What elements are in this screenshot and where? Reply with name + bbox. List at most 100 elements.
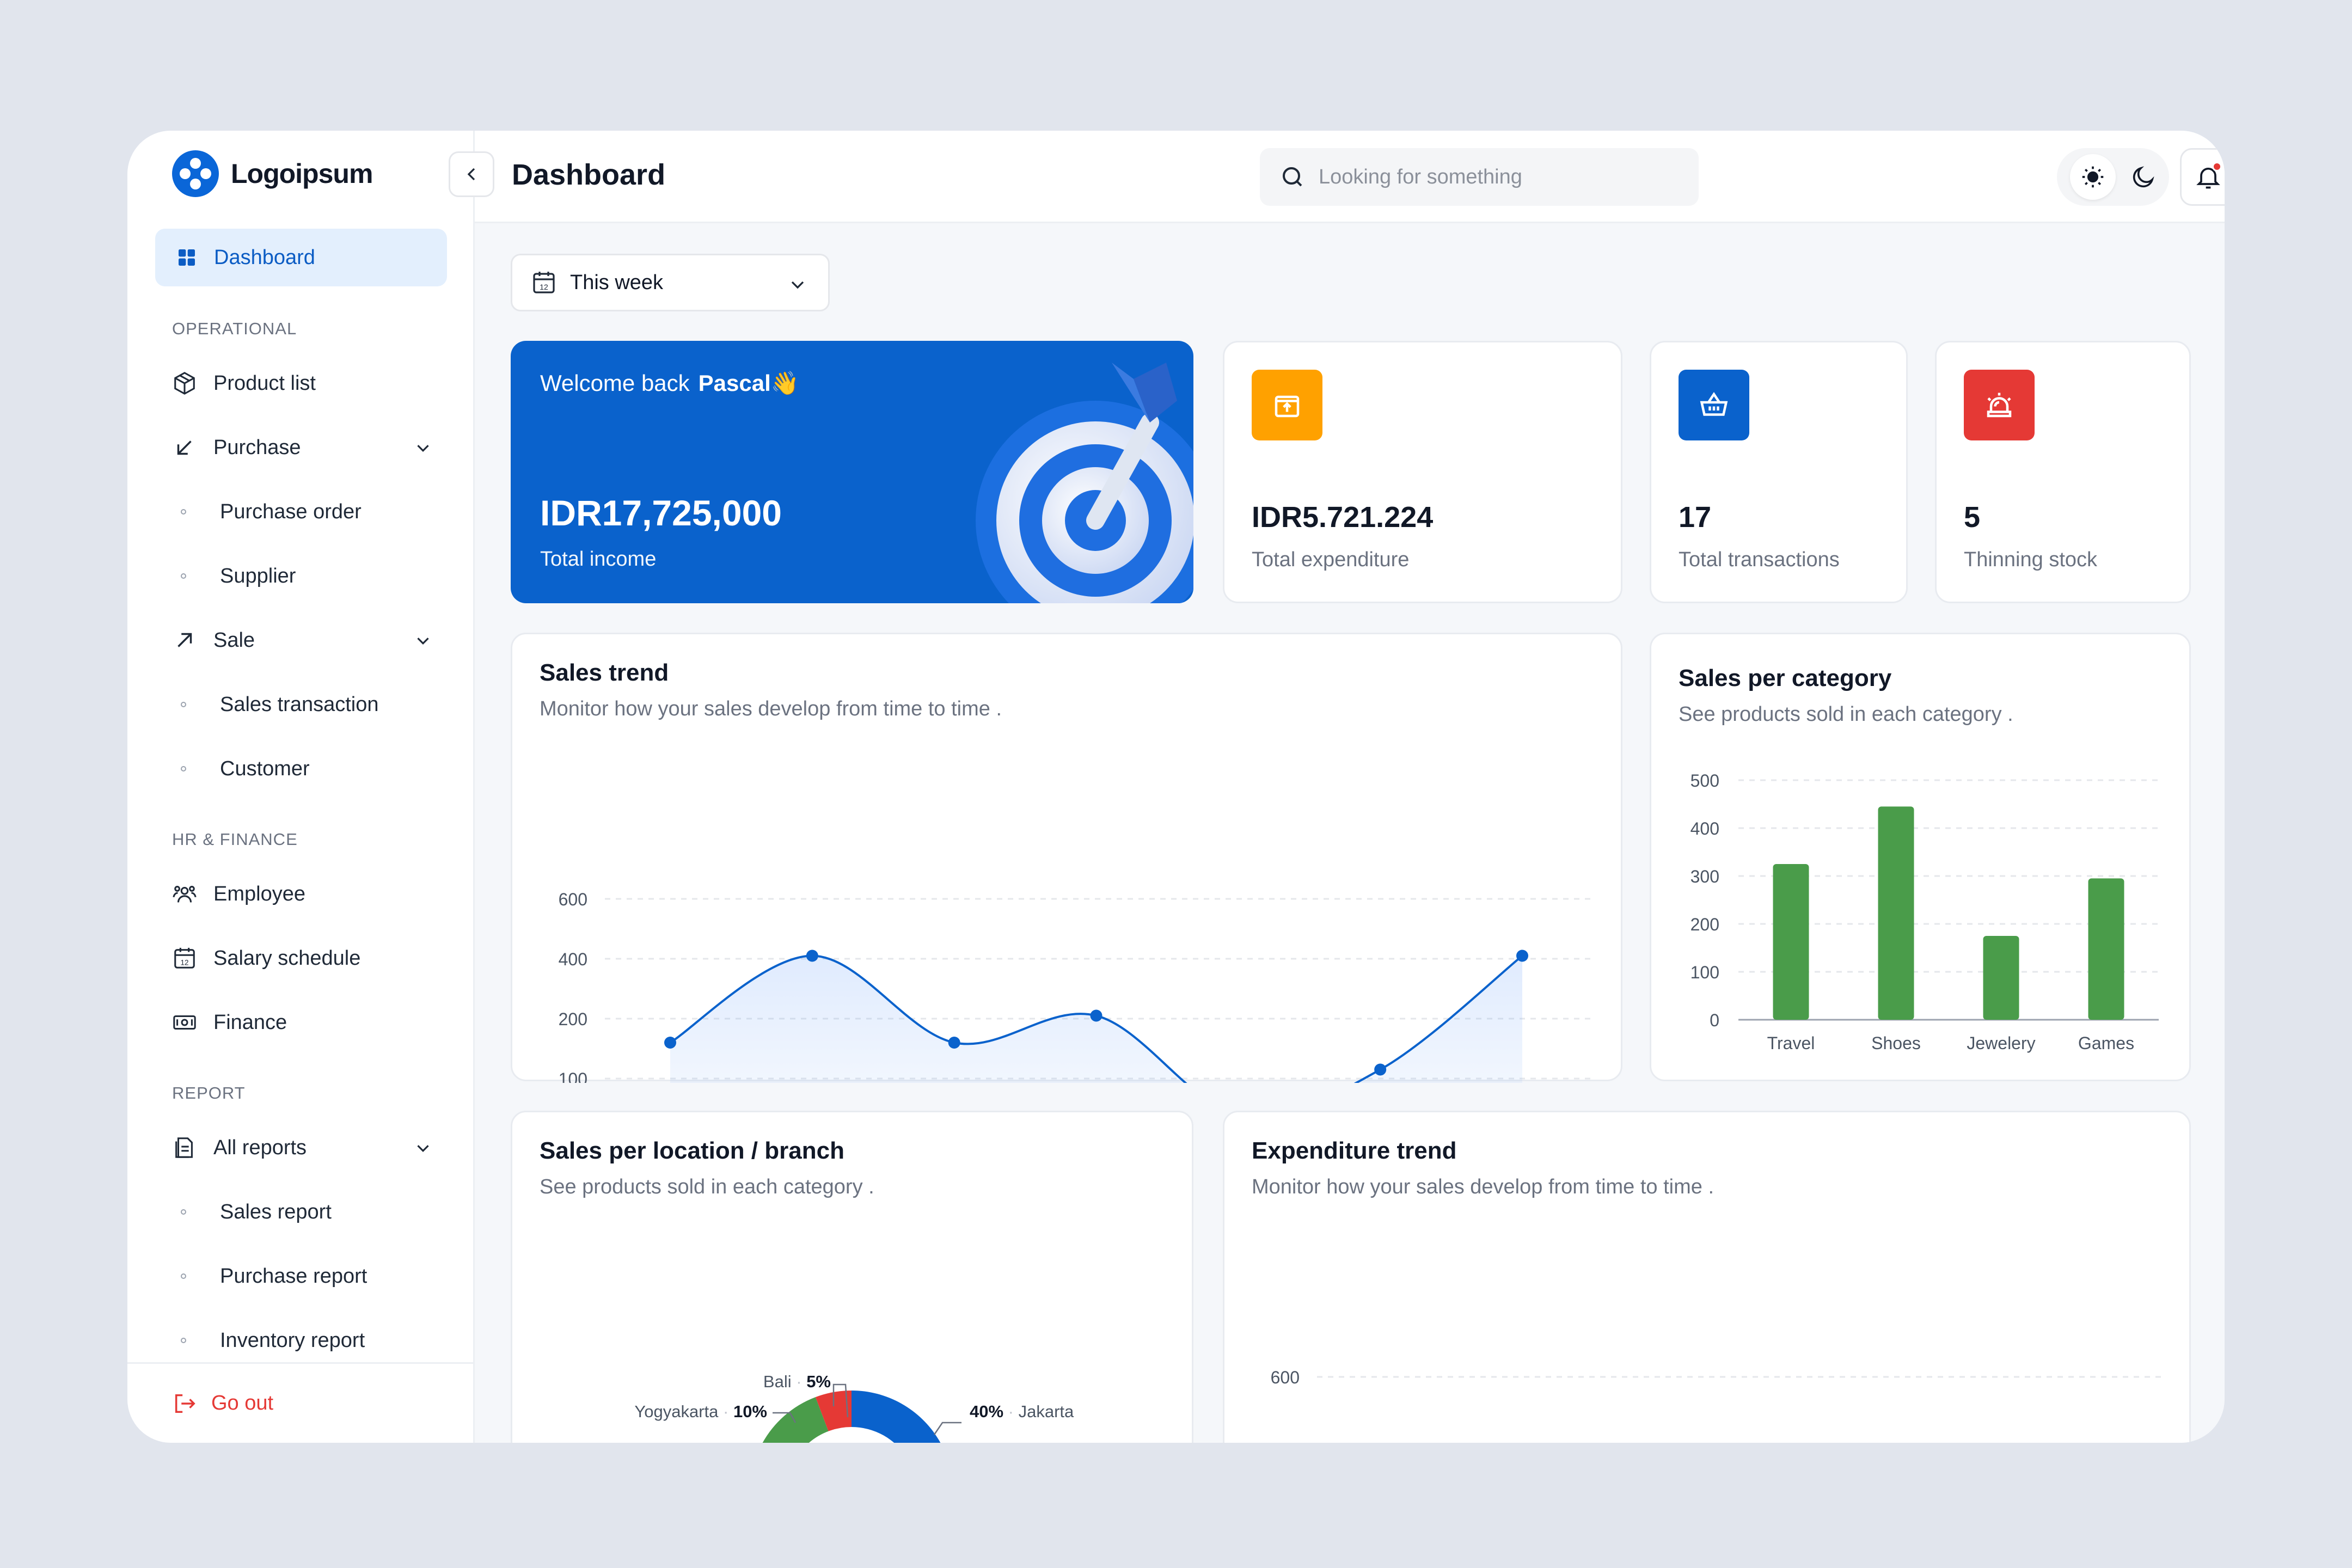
arrow-down-left-icon bbox=[177, 440, 192, 455]
chevron-down-icon[interactable] bbox=[413, 630, 433, 651]
sidebar-item-label: Sales transaction bbox=[220, 693, 379, 716]
sidebar-item-customer[interactable]: Customer bbox=[172, 747, 444, 791]
transactions-icon-box bbox=[1679, 370, 1749, 440]
sidebar-item-label: Purchase report bbox=[220, 1264, 367, 1288]
x-tick-label: Travel bbox=[1767, 1033, 1815, 1053]
sidebar-item-label: Purchase order bbox=[220, 500, 362, 523]
greeting-text: Welcome back bbox=[540, 370, 690, 396]
svg-text:12: 12 bbox=[181, 958, 189, 966]
sidebar-item-label: Sale bbox=[213, 628, 255, 652]
section-report: REPORT bbox=[172, 1083, 246, 1102]
stat-label: Total transactions bbox=[1679, 548, 1840, 571]
sales-trend-panel: Sales trend Monitor how your sales devel… bbox=[511, 633, 1622, 1083]
y-tick-label: 400 bbox=[1690, 819, 1719, 838]
panel-title: Sales trend bbox=[540, 659, 669, 686]
total-income-label: Total income bbox=[540, 548, 657, 571]
data-point bbox=[948, 1037, 960, 1049]
sidebar-item-all-reports[interactable]: All reports bbox=[172, 1126, 444, 1169]
user-name: Pascal👋 bbox=[698, 370, 800, 396]
sidebar: Logoipsum Dashboard OPERATIONAL Product … bbox=[127, 131, 475, 1443]
sidebar-item-label: Dashboard bbox=[214, 246, 315, 269]
sales-location-panel: Sales per location / branch See products… bbox=[511, 1111, 1193, 1443]
users-icon bbox=[173, 886, 197, 903]
light-mode-button[interactable] bbox=[2069, 154, 2116, 200]
sidebar-item-sales-report[interactable]: Sales report bbox=[172, 1190, 444, 1234]
bullet-icon bbox=[181, 509, 186, 514]
sidebar-item-dashboard[interactable]: Dashboard bbox=[155, 229, 447, 286]
bar bbox=[2088, 878, 2124, 1020]
collapse-sidebar-button[interactable] bbox=[449, 151, 494, 197]
y-tick-label: 500 bbox=[1690, 771, 1719, 791]
theme-toggle[interactable] bbox=[2057, 148, 2169, 206]
panel-title: Sales per category bbox=[1679, 665, 1892, 691]
slice-label: Yogyakarta · 10% bbox=[634, 1402, 767, 1421]
sidebar-item-product-list[interactable]: Product list bbox=[172, 362, 444, 405]
panel-title: Expenditure trend bbox=[1252, 1137, 1457, 1164]
sidebar-item-sales-transaction[interactable]: Sales transaction bbox=[172, 683, 444, 726]
chevron-down-icon[interactable] bbox=[413, 438, 433, 458]
sales-category-panel: Sales per category See products sold in … bbox=[1650, 633, 2191, 1081]
brand-logo[interactable]: Logoipsum bbox=[172, 150, 373, 197]
y-tick-label: 600 bbox=[1271, 1368, 1300, 1387]
stat-card-stock: 5 Thinning stock bbox=[1935, 341, 2191, 603]
x-tick-label: Games bbox=[2078, 1033, 2134, 1053]
period-value: This week bbox=[570, 271, 664, 294]
sidebar-item-inventory-report[interactable]: Inventory report bbox=[172, 1319, 444, 1362]
expenditure-icon-box bbox=[1252, 370, 1322, 440]
sidebar-item-label: Customer bbox=[220, 757, 310, 780]
notifications-button[interactable] bbox=[2180, 148, 2225, 206]
donut-slice bbox=[815, 1391, 852, 1431]
sidebar-item-employee[interactable]: Employee bbox=[172, 872, 444, 916]
section-hr-finance: HR & FINANCE bbox=[172, 830, 298, 849]
moon-icon[interactable] bbox=[2130, 164, 2157, 190]
panel-subtitle: See products sold in each category . bbox=[540, 1175, 874, 1198]
sidebar-item-label: Supplier bbox=[220, 564, 296, 587]
logout-button[interactable]: Go out bbox=[127, 1362, 475, 1443]
brand-name: Logoipsum bbox=[231, 158, 373, 189]
data-point bbox=[664, 1037, 676, 1049]
sidebar-item-purchase-report[interactable]: Purchase report bbox=[172, 1254, 444, 1298]
bell-icon bbox=[2196, 168, 2220, 189]
panel-subtitle: Monitor how your sales develop from time… bbox=[540, 697, 1002, 720]
label-leader-line bbox=[933, 1422, 961, 1435]
bullet-icon bbox=[181, 573, 186, 579]
calendar-icon: 12 bbox=[174, 947, 195, 969]
chevron-down-icon bbox=[791, 281, 804, 289]
file-icon bbox=[175, 1137, 193, 1158]
bullet-icon bbox=[181, 766, 186, 771]
arrow-up-right-icon bbox=[177, 633, 192, 647]
sidebar-item-supplier[interactable]: Supplier bbox=[172, 554, 444, 598]
y-tick-label: 200 bbox=[559, 1009, 587, 1029]
sidebar-item-label: Employee bbox=[213, 882, 305, 905]
search-bar[interactable] bbox=[1260, 148, 1699, 206]
y-tick-label: 100 bbox=[1690, 963, 1719, 982]
page-title: Dashboard bbox=[512, 158, 666, 191]
sidebar-item-salary-schedule[interactable]: 12 Salary schedule bbox=[172, 936, 444, 980]
data-point bbox=[1090, 1009, 1102, 1022]
data-point bbox=[1516, 950, 1528, 962]
sidebar-item-purchase[interactable]: Purchase bbox=[172, 426, 444, 469]
stock-icon-box bbox=[1964, 370, 2035, 440]
stat-value: IDR5.721.224 bbox=[1252, 501, 1434, 534]
sales-trend-chart: 600400200100005/2205/2324/0525/0526/0527… bbox=[559, 890, 1592, 1083]
app-window: Logoipsum Dashboard OPERATIONAL Product … bbox=[127, 131, 2225, 1443]
period-select[interactable]: 12 This week bbox=[511, 254, 830, 311]
bullet-icon bbox=[181, 1338, 186, 1343]
sidebar-item-label: Finance bbox=[213, 1010, 287, 1034]
sidebar-item-sale[interactable]: Sale bbox=[172, 618, 444, 662]
panel-title: Sales per location / branch bbox=[540, 1137, 844, 1164]
chevron-down-icon[interactable] bbox=[413, 1138, 433, 1159]
box-icon bbox=[174, 372, 195, 395]
search-input[interactable] bbox=[1319, 165, 1645, 189]
bar bbox=[1983, 936, 2019, 1020]
search-icon bbox=[1283, 167, 1302, 187]
sidebar-item-purchase-order[interactable]: Purchase order bbox=[172, 490, 444, 534]
sidebar-item-finance[interactable]: Finance bbox=[172, 1001, 444, 1044]
stat-card-transactions: 17 Total transactions bbox=[1650, 341, 1908, 603]
donut-slice bbox=[762, 1397, 829, 1443]
stat-label: Thinning stock bbox=[1964, 548, 2098, 571]
sidebar-item-label: Salary schedule bbox=[213, 946, 361, 970]
x-tick-label: Shoes bbox=[1871, 1033, 1921, 1053]
svg-text:12: 12 bbox=[540, 283, 548, 291]
stat-card-expenditure: IDR5.721.224 Total expenditure bbox=[1223, 341, 1622, 603]
